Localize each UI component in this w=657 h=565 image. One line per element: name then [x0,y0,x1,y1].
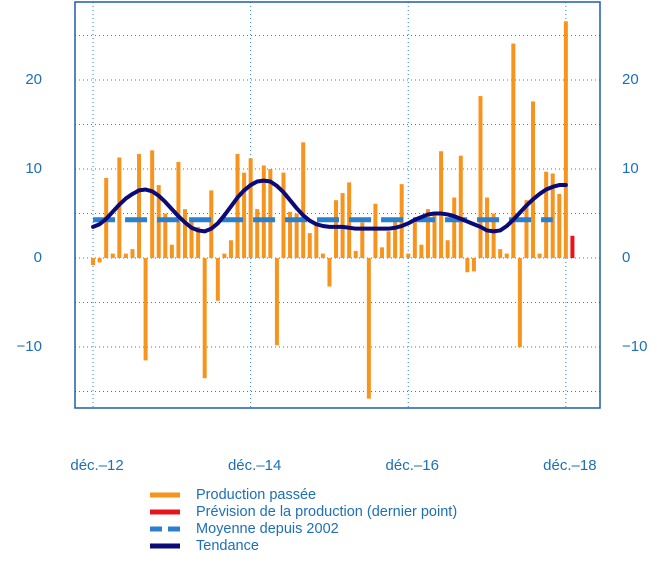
legend-label: Prévision de la production (dernier poin… [196,504,457,520]
x-tick-label: déc.–14 [228,457,281,474]
bar [517,258,522,348]
bar [130,249,135,259]
bar [209,190,214,259]
trend-line [91,178,568,234]
bar [235,153,240,259]
bar [550,173,555,259]
y-tick-label: −10 [17,338,42,355]
bar [537,253,542,259]
bar [412,222,417,259]
bar [182,209,187,259]
y-tick-label: 20 [25,71,42,88]
bar [222,253,227,259]
bar [314,222,319,259]
x-tick-label: déc.–16 [386,457,439,474]
bar [445,240,450,259]
bar [242,172,247,259]
bar [557,193,562,259]
y-tick-label: 0 [34,249,42,266]
bar [366,258,371,399]
bar [327,258,332,287]
bar [255,209,260,259]
bar [393,217,398,259]
bar [452,197,457,259]
bar [189,217,194,259]
bar [425,209,430,259]
bar [281,172,286,259]
bar [137,153,142,259]
bar [353,250,358,259]
bar [373,203,378,259]
bar [117,157,122,259]
bar [202,258,207,379]
x-tick-label: déc.–18 [543,457,596,474]
bar [544,171,549,259]
bar [261,165,266,259]
bar [123,253,128,259]
bar [458,155,463,259]
bar [439,151,444,259]
bar [406,253,411,259]
bar [196,226,201,259]
bar [320,253,325,259]
bar [471,258,476,272]
bar [274,258,279,346]
bar [478,96,483,259]
bar [97,258,102,263]
bar [248,158,253,259]
y2-tick-label: −10 [622,338,647,355]
bar [531,101,536,259]
bar [386,231,391,259]
bar [143,258,148,361]
bar [294,213,299,259]
x-tick-label: déc.–12 [70,457,123,474]
legend-label: Production passée [196,487,316,503]
bar [485,197,490,259]
bar [176,161,181,259]
y2-tick-label: 10 [622,160,639,177]
plot-frame [74,1,601,409]
y2-tick-label: 20 [622,71,639,88]
bar [301,142,306,259]
bar [570,235,575,259]
bar [110,253,115,259]
bar [334,200,339,259]
bar [491,213,496,259]
bar [504,253,509,259]
bar [379,247,384,259]
bar [524,200,529,259]
bar [288,211,293,259]
bar [228,240,233,259]
bar [432,213,437,259]
bar [465,258,470,273]
bar [498,249,503,259]
bar [169,244,174,259]
bar [91,258,96,266]
bar [511,43,516,259]
y2-tick-label: 0 [622,249,630,266]
legend-label: Moyenne depuis 2002 [196,521,339,537]
bar [563,21,568,259]
bar [215,258,220,301]
y-tick-label: 10 [25,160,42,177]
bar [419,244,424,259]
bar [163,213,168,259]
bar [268,169,273,259]
bar [150,150,155,259]
legend-label: Tendance [196,538,259,554]
bar [307,233,312,259]
bar [360,222,365,259]
